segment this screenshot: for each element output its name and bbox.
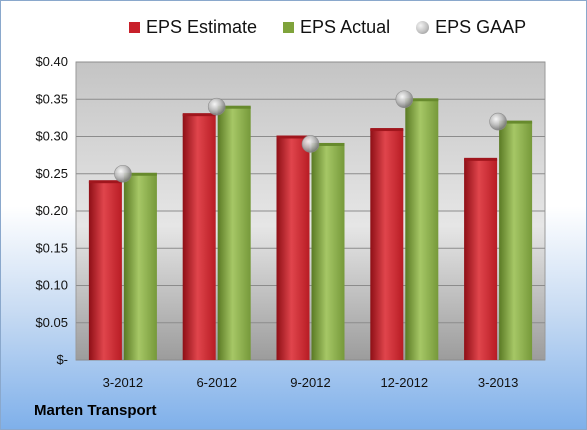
x-tick-label: 3-2012 [103, 375, 143, 390]
legend-item-estimate: EPS Estimate [129, 17, 257, 38]
bar-eps-actual-top [499, 120, 533, 124]
y-tick-label: $0.25 [35, 166, 68, 181]
legend-label-estimate: EPS Estimate [146, 17, 258, 37]
bar-eps-actual-top [123, 172, 157, 176]
bar-eps-estimate [370, 129, 404, 360]
bar-eps-estimate [276, 136, 310, 360]
bar-eps-actual-top [405, 98, 439, 102]
y-tick-label: $0.35 [35, 91, 68, 106]
point-eps-gaap [395, 90, 414, 109]
bar-eps-estimate [464, 158, 498, 360]
x-tick-label: 9-2012 [290, 375, 330, 390]
bar-eps-actual [123, 173, 157, 360]
bar-eps-actual-top [311, 142, 345, 146]
chart-legend: EPS Estimate EPS Actual EPS GAAP [129, 17, 526, 38]
bar-eps-estimate-top [88, 180, 122, 184]
bar-eps-actual-top [217, 105, 251, 109]
y-tick-label: $0.20 [35, 203, 68, 218]
point-eps-gaap [489, 112, 507, 131]
company-name: Marten Transport [34, 402, 157, 419]
legend-label-gaap: EPS GAAP [435, 17, 527, 37]
y-tick-label: $0.05 [35, 315, 68, 330]
bar-eps-estimate-top [370, 128, 404, 132]
x-tick-label: 12-2012 [380, 375, 428, 390]
legend-swatch-actual [283, 22, 295, 33]
bar-eps-actual [311, 143, 345, 360]
bar-eps-estimate-top [182, 113, 216, 117]
y-tick-label: $0.15 [35, 240, 68, 255]
y-tick-label: $0.30 [35, 129, 68, 144]
bar-eps-estimate-top [464, 157, 498, 161]
bar-eps-estimate [182, 114, 216, 361]
legend-label-actual: EPS Actual [300, 17, 391, 37]
legend-item-actual: EPS Actual [283, 17, 390, 38]
point-eps-gaap [301, 135, 320, 153]
y-tick-label: $- [56, 352, 68, 367]
legend-item-gaap: EPS GAAP [416, 17, 526, 38]
legend-swatch-estimate [129, 22, 140, 33]
x-tick-label: 3-2013 [478, 375, 518, 390]
bar-eps-actual [405, 99, 439, 360]
point-eps-gaap [207, 97, 226, 116]
legend-swatch-gaap [416, 21, 430, 34]
bar-eps-actual [499, 121, 533, 360]
y-tick-label: $0.40 [35, 54, 68, 69]
bar-eps-actual [217, 106, 251, 360]
x-tick-label: 6-2012 [196, 375, 236, 390]
point-eps-gaap [114, 164, 132, 183]
bar-eps-estimate [88, 181, 122, 360]
bar-eps-estimate-top [276, 135, 310, 139]
y-tick-label: $0.10 [35, 278, 68, 293]
